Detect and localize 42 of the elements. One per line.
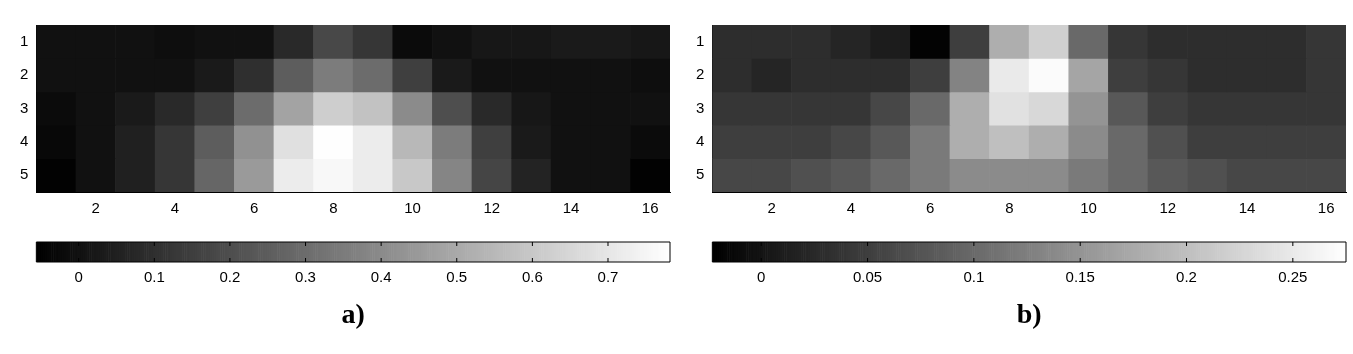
color-bar-label: 0.15	[1065, 267, 1095, 285]
y-tick-label: 3	[696, 98, 705, 116]
color-bar-label: 0	[757, 267, 766, 285]
x-tick-label: 2	[91, 199, 100, 217]
color-bar-label: 0.7	[597, 267, 619, 285]
x-tick-label: 6	[249, 199, 259, 217]
text: a)	[341, 298, 365, 330]
color-bar-label: 0.2	[1176, 267, 1197, 285]
y-tick-label: 1	[20, 31, 29, 49]
x-tick-label: 10	[1080, 199, 1097, 217]
x-tick-label: 16	[1317, 199, 1335, 217]
x-tick-label: 8	[1005, 199, 1014, 217]
x-tick-label: 4	[846, 199, 856, 217]
x-tick-label: 10	[404, 199, 421, 217]
y-tick-label: 2	[20, 65, 29, 83]
y-tick-label: 5	[20, 165, 29, 183]
y-tick-label: 5	[696, 165, 705, 183]
y-tick-label: 2	[696, 65, 705, 83]
y-tick-label: 1	[696, 31, 705, 49]
text: b)	[1016, 298, 1042, 330]
x-tick-label: 12	[1159, 199, 1177, 217]
color-bar-label: 0	[74, 267, 83, 285]
color-bar-label: 0.6	[521, 267, 543, 285]
color-bar-label: 0.2	[219, 267, 241, 285]
x-tick-label: 6	[925, 199, 935, 217]
y-tick-label: 4	[696, 132, 705, 150]
x-tick-label: 14	[1238, 199, 1256, 217]
color-bar-label: 0.3	[295, 267, 316, 285]
y-tick-label: 4	[20, 132, 29, 150]
x-tick-label: 4	[170, 199, 180, 217]
x-tick-label: 2	[767, 199, 776, 217]
x-tick-label: 16	[641, 199, 659, 217]
x-tick-label: 8	[329, 199, 338, 217]
color-bar-label: 0.1	[963, 267, 985, 285]
color-bar-label: 0.5	[446, 267, 468, 285]
color-bar-label: 0.25	[1278, 267, 1308, 285]
y-tick-label: 3	[20, 98, 29, 116]
color-bar-label: 0.4	[370, 267, 392, 285]
x-tick-label: 14	[562, 199, 580, 217]
color-bar-label: 0.05	[852, 267, 883, 285]
x-tick-label: 12	[483, 199, 501, 217]
color-bar-label: 0.1	[143, 267, 165, 285]
